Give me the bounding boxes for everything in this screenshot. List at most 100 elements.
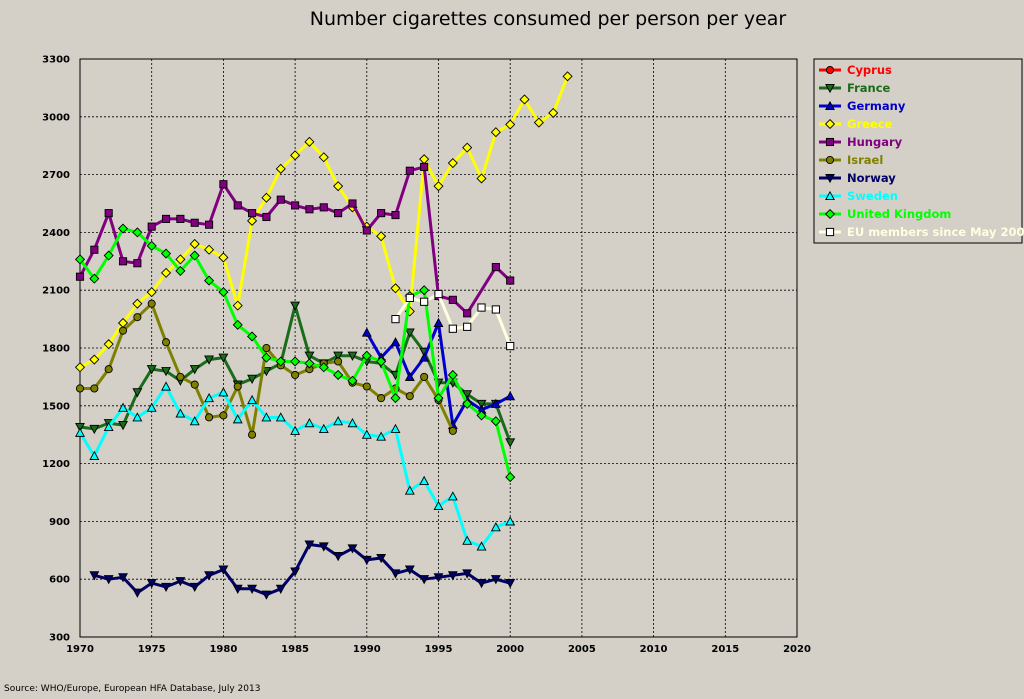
- data-point: [118, 421, 128, 431]
- data-point: [233, 382, 242, 391]
- x-tick-label: 2005: [568, 644, 596, 655]
- data-point: [376, 431, 387, 441]
- data-point: [247, 584, 258, 594]
- legend-item: Cyprus: [819, 63, 892, 77]
- legend-swatch-marker: [825, 227, 835, 237]
- data-point: [405, 293, 414, 303]
- data-point: [447, 369, 458, 381]
- legend-item: Sweden: [819, 189, 898, 203]
- y-tick-label: 900: [49, 517, 70, 528]
- data-point: [232, 319, 243, 330]
- data-point: [420, 162, 429, 171]
- data-point: [361, 555, 372, 566]
- data-point: [377, 209, 386, 218]
- data-point: [304, 136, 315, 147]
- data-point: [118, 257, 128, 266]
- data-point: [233, 201, 242, 210]
- data-point: [218, 287, 229, 298]
- y-tick-label: 600: [49, 575, 70, 586]
- data-point: [89, 273, 100, 284]
- data-point: [304, 417, 315, 428]
- data-point: [103, 575, 114, 585]
- data-point: [204, 244, 215, 255]
- data-point: [189, 416, 200, 426]
- data-point: [533, 117, 544, 128]
- data-point: [132, 298, 143, 309]
- legend-label: Sweden: [847, 189, 898, 203]
- data-point: [205, 220, 214, 229]
- data-point: [275, 412, 286, 422]
- data-point: [218, 353, 229, 363]
- data-point: [247, 215, 258, 226]
- data-point: [390, 283, 401, 294]
- data-point: [491, 305, 500, 314]
- data-point: [390, 423, 401, 433]
- data-point: [275, 163, 286, 174]
- data-point: [291, 370, 300, 380]
- data-point: [362, 382, 371, 391]
- y-tick-label: 3300: [42, 55, 70, 66]
- data-point: [275, 584, 286, 594]
- chart-title: Number cigarettes consumed per person pe…: [310, 8, 787, 30]
- data-point: [161, 381, 171, 391]
- data-point: [433, 573, 444, 583]
- data-point: [347, 351, 358, 361]
- legend-label: Cyprus: [847, 63, 892, 77]
- data-point: [390, 393, 401, 404]
- data-point: [419, 285, 430, 296]
- data-point: [505, 579, 516, 589]
- data-point: [304, 358, 315, 369]
- legend-label: Germany: [847, 99, 906, 113]
- data-point: [404, 328, 415, 338]
- data-point: [262, 212, 271, 222]
- data-point: [219, 180, 228, 189]
- data-point: [463, 309, 472, 318]
- data-point: [104, 209, 113, 218]
- data-point: [161, 214, 171, 223]
- data-point: [118, 326, 128, 335]
- data-point: [103, 421, 114, 432]
- data-point: [404, 485, 415, 495]
- data-point: [390, 569, 401, 579]
- legend-label: France: [847, 81, 891, 95]
- data-point: [89, 571, 100, 581]
- data-point: [261, 412, 272, 422]
- data-point: [362, 226, 371, 235]
- data-point: [491, 263, 500, 272]
- data-point: [462, 535, 473, 545]
- data-point: [505, 391, 516, 401]
- legend-swatch-marker: [825, 65, 835, 75]
- data-point: [218, 387, 229, 397]
- data-point: [347, 544, 358, 554]
- data-point: [133, 259, 142, 268]
- data-point: [161, 248, 172, 259]
- x-tick-label: 1985: [281, 644, 309, 655]
- data-point: [204, 355, 215, 365]
- y-tick-label: 3000: [42, 112, 70, 123]
- data-point: [490, 127, 501, 138]
- data-point: [505, 516, 516, 526]
- data-point: [462, 142, 473, 153]
- data-point: [118, 573, 128, 583]
- x-tick-label: 2000: [496, 644, 524, 655]
- data-point: [132, 388, 143, 398]
- data-point: [89, 424, 100, 435]
- legend-label: United Kingdom: [847, 207, 951, 221]
- data-point: [463, 322, 472, 331]
- data-point: [232, 300, 243, 311]
- data-point: [476, 579, 487, 589]
- x-tick-label: 1995: [425, 644, 453, 655]
- legend-label: EU members since May 2004: [847, 225, 1024, 239]
- legend-item: Norway: [819, 171, 896, 185]
- data-point: [447, 491, 458, 501]
- data-point: [419, 352, 430, 362]
- data-point: [248, 209, 257, 218]
- data-point: [291, 201, 300, 210]
- data-point: [448, 426, 457, 435]
- data-point: [275, 356, 286, 367]
- y-tick-label: 2400: [42, 228, 70, 239]
- data-point: [132, 412, 143, 422]
- series-united-kingdom: [74, 223, 516, 483]
- data-point: [161, 338, 171, 347]
- x-tick-label: 2010: [640, 644, 668, 655]
